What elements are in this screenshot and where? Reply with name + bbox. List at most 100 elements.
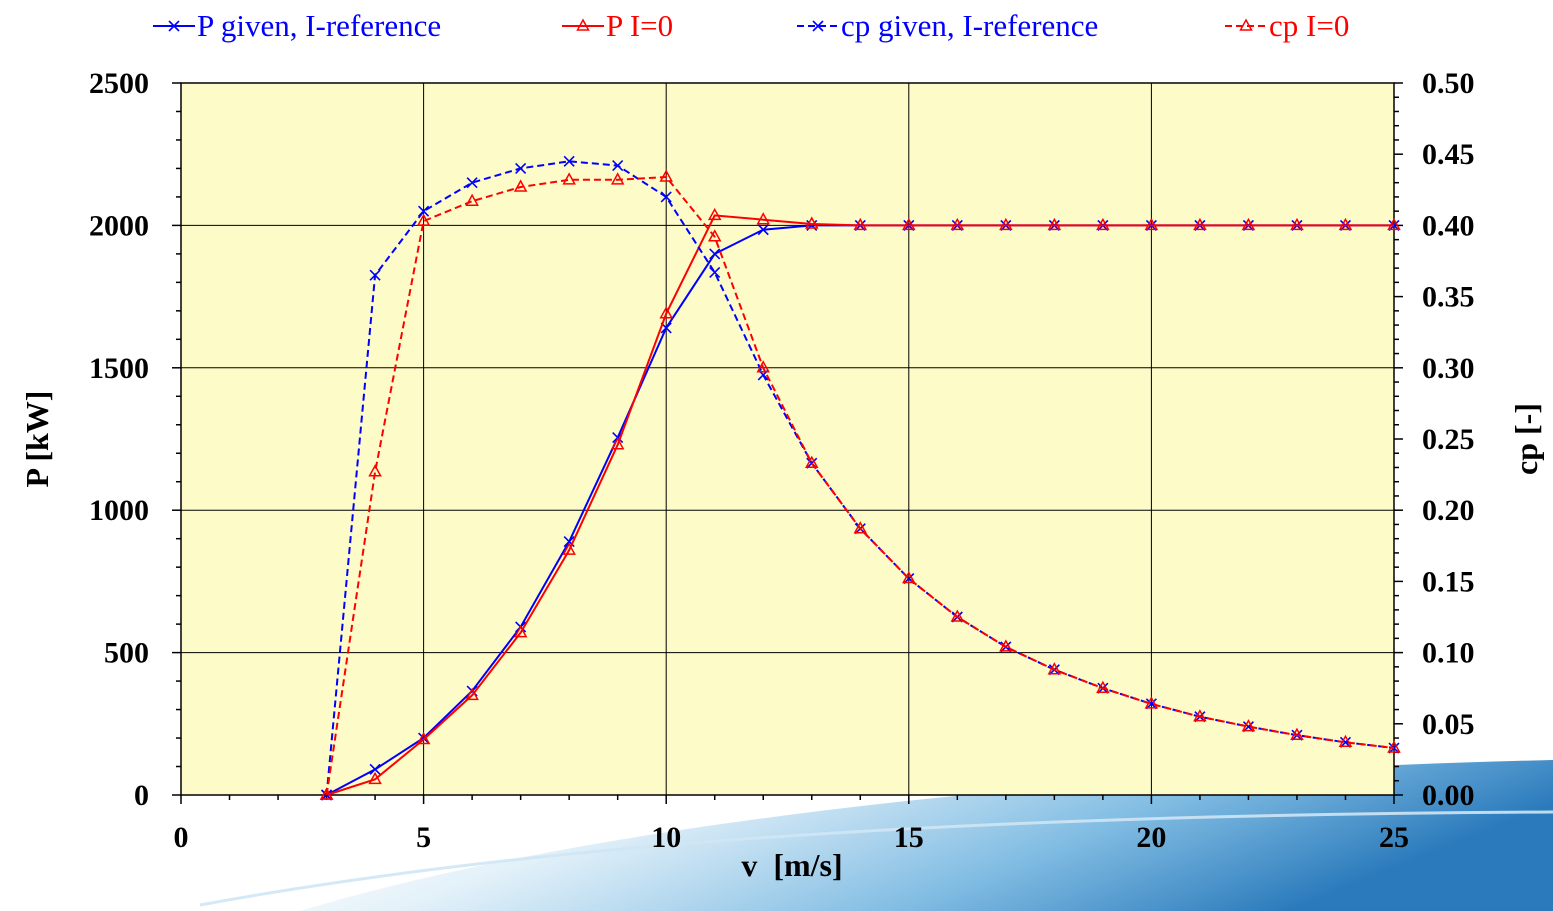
data-point xyxy=(902,570,916,584)
data-point xyxy=(660,191,672,203)
data-point xyxy=(1338,217,1353,231)
data-point xyxy=(416,213,431,226)
data-point xyxy=(1241,719,1256,732)
legend-item: P given, I-reference xyxy=(153,8,441,43)
y-right-tick-label: 0.10 xyxy=(1422,637,1475,670)
data-point xyxy=(368,771,382,785)
data-point xyxy=(1096,680,1110,693)
y-right-tick-label: 0.25 xyxy=(1422,423,1475,456)
data-point xyxy=(562,172,576,185)
data-point xyxy=(999,639,1013,652)
data-point xyxy=(999,217,1013,231)
data-point xyxy=(1387,217,1401,231)
y-right-tick-label: 0.00 xyxy=(1422,779,1475,812)
data-point xyxy=(369,269,381,281)
data-point xyxy=(1193,709,1207,722)
y-right-tick-label: 0.05 xyxy=(1422,708,1475,741)
y-right-tick-label: 0.15 xyxy=(1422,565,1475,598)
data-point xyxy=(707,207,722,221)
data-point xyxy=(853,217,868,231)
data-point xyxy=(319,787,334,800)
y-right-axis-title: cp [-] xyxy=(1508,403,1544,475)
y-right-tick-label: 0.20 xyxy=(1422,494,1475,527)
data-point xyxy=(756,212,771,225)
x-tick-label: 15 xyxy=(894,821,924,854)
legend-item: P I=0 xyxy=(562,8,673,43)
data-point xyxy=(465,687,479,701)
data-point xyxy=(659,169,673,182)
data-point xyxy=(466,177,478,189)
series-3 xyxy=(319,169,1401,800)
data-point xyxy=(1241,217,1256,231)
y-right-tick-label: 0.35 xyxy=(1422,281,1475,314)
data-point xyxy=(416,731,431,745)
data-point xyxy=(709,266,721,278)
series-line xyxy=(325,175,1395,796)
x-tick-label: 5 xyxy=(416,821,431,854)
data-point xyxy=(369,763,381,775)
y-left-axis-title: P [kW] xyxy=(19,391,55,488)
y-left-tick-labels: 0 500 1000 1500 2000 2500 xyxy=(89,67,149,812)
data-point xyxy=(513,179,528,192)
data-point xyxy=(950,609,965,622)
y-left-tick-label: 1000 xyxy=(89,494,149,527)
y-left-tick-label: 2500 xyxy=(89,67,149,100)
y-right-tick-label: 0.45 xyxy=(1422,138,1475,171)
series-line xyxy=(325,160,1395,796)
data-point xyxy=(610,172,625,185)
data-point xyxy=(756,360,771,373)
data-point xyxy=(804,216,819,229)
data-point xyxy=(806,219,818,231)
data-point xyxy=(1047,662,1062,675)
y-left-tick-label: 2000 xyxy=(89,209,149,242)
x-axis-title: v [m/s] xyxy=(741,847,842,883)
data-point xyxy=(804,455,819,468)
legend-marker xyxy=(812,20,824,32)
x-tick-label: 10 xyxy=(651,821,681,854)
data-point xyxy=(368,464,382,477)
data-point xyxy=(610,437,625,450)
y-left-tick-label: 500 xyxy=(104,637,149,670)
data-point xyxy=(1290,217,1304,231)
series-layer xyxy=(319,155,1401,801)
legend-label: cp given, I-reference xyxy=(841,8,1098,43)
legend-label: P given, I-reference xyxy=(197,8,441,43)
data-point xyxy=(562,542,576,555)
legend: P given, I-reference P I=0 cp given, I-ref… xyxy=(153,8,1349,43)
legend-marker xyxy=(168,20,180,32)
x-tick-label: 25 xyxy=(1379,821,1409,854)
data-point xyxy=(659,306,673,319)
data-point xyxy=(612,160,624,172)
legend-label: cp I=0 xyxy=(1269,8,1349,43)
data-point xyxy=(1144,696,1159,709)
data-point xyxy=(1387,740,1401,753)
data-point xyxy=(1096,217,1110,231)
data-point xyxy=(709,248,721,260)
x-tick-labels: 0 5 10 15 20 25 xyxy=(174,821,1410,854)
legend-item: cp given, I-reference xyxy=(797,8,1098,43)
y-left-tick-label: 1500 xyxy=(89,352,149,385)
plot-area xyxy=(180,82,1395,796)
legend-marker xyxy=(576,18,590,31)
data-point xyxy=(1144,217,1159,231)
data-point xyxy=(757,224,769,236)
data-point xyxy=(950,217,965,231)
y-right-tick-labels: 0.00 0.05 0.10 0.15 0.20 0.25 0.30 0.35 0.40 0.45… xyxy=(1422,67,1475,812)
background-swoosh xyxy=(199,760,1553,911)
x-tick-label: 0 xyxy=(174,821,189,854)
data-point xyxy=(707,229,722,242)
legend-marker xyxy=(1239,18,1253,31)
data-point xyxy=(1047,217,1062,231)
data-point xyxy=(1290,727,1304,740)
y-left-tick-label: 0 xyxy=(134,779,149,812)
data-point xyxy=(1193,217,1207,231)
legend-item: cp I=0 xyxy=(1225,8,1349,43)
axis-ticks xyxy=(172,82,1403,804)
y-right-tick-label: 0.40 xyxy=(1422,209,1475,242)
data-point xyxy=(902,217,916,231)
data-point xyxy=(418,205,430,217)
legend-label: P I=0 xyxy=(606,8,673,43)
x-tick-label: 20 xyxy=(1136,821,1166,854)
data-point xyxy=(1338,734,1353,748)
